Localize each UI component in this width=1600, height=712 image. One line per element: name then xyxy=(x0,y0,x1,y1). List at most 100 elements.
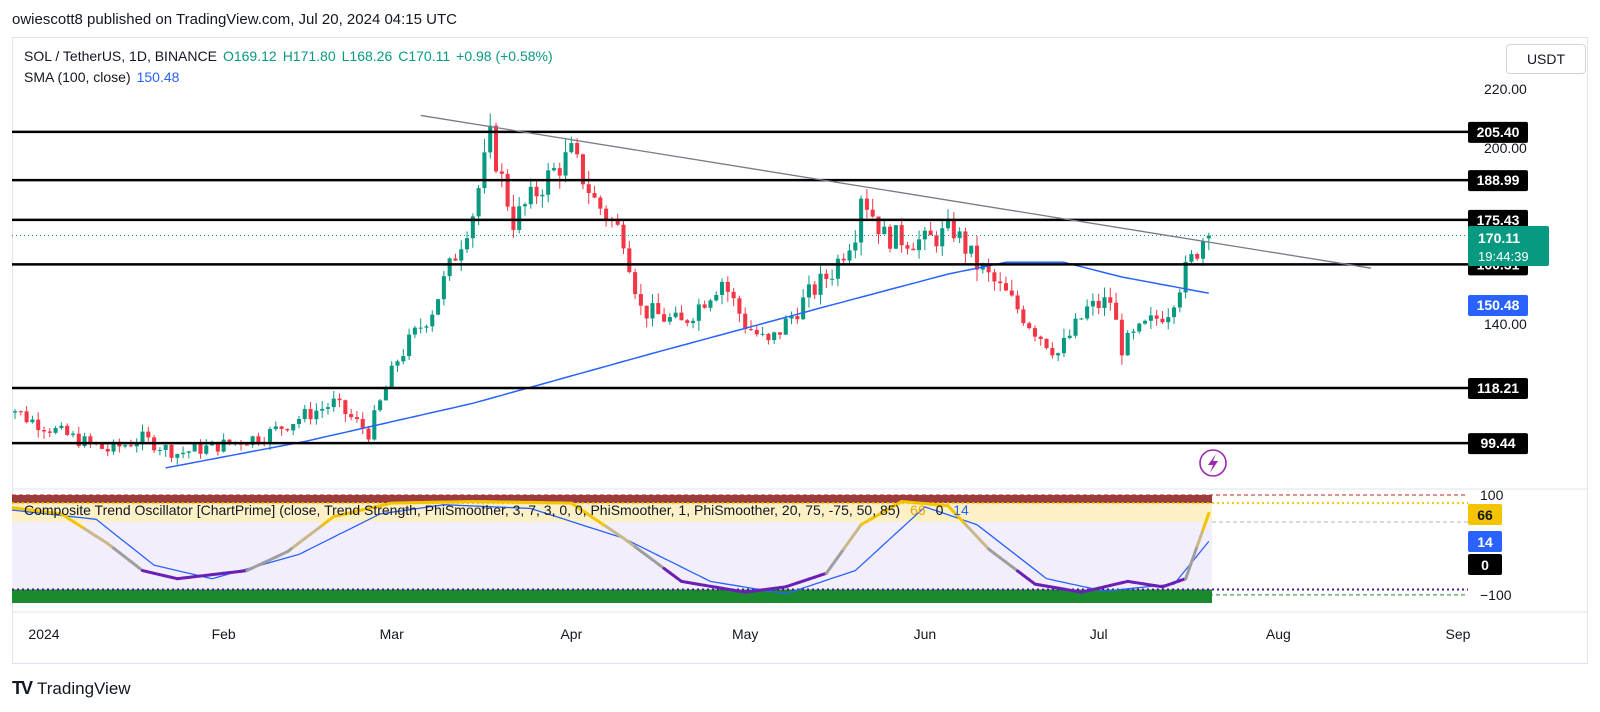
candle-body xyxy=(517,206,522,230)
candle-body xyxy=(719,281,725,295)
candle-body xyxy=(801,297,806,320)
candle-body xyxy=(696,304,701,321)
candle-body xyxy=(575,143,580,155)
oscillator-label[interactable]: Composite Trend Oscillator [ChartPrime] … xyxy=(24,502,901,518)
candle-body xyxy=(302,409,307,419)
candle-body xyxy=(430,314,435,327)
candle-body xyxy=(1119,319,1124,356)
level-175-label: 175.43 xyxy=(1477,212,1520,228)
candle-body xyxy=(7,406,11,413)
candle-body xyxy=(673,312,678,318)
oscillator-legend: Composite Trend Oscillator [ChartPrime] … xyxy=(24,502,969,518)
candle-body xyxy=(82,436,87,447)
candle-body xyxy=(604,208,609,220)
currency-selector[interactable]: USDT xyxy=(1506,44,1586,74)
candle-body xyxy=(853,242,858,251)
candle-body xyxy=(88,436,93,443)
candle-body xyxy=(1131,331,1136,333)
candle-body xyxy=(598,197,603,209)
candle-body xyxy=(1183,261,1188,293)
candle-body xyxy=(957,231,962,239)
time-tick-label: Sep xyxy=(1446,626,1471,642)
candle-body xyxy=(812,284,817,295)
candle-body xyxy=(638,294,643,306)
candle-body xyxy=(482,152,487,189)
sma-value: 150.48 xyxy=(136,69,180,85)
candle-body xyxy=(708,300,713,308)
candle-body xyxy=(1137,323,1142,332)
candle-body xyxy=(140,431,145,444)
candle-body xyxy=(627,248,632,273)
candle-body xyxy=(534,186,539,197)
candle-body xyxy=(662,314,667,322)
candle-body xyxy=(1015,295,1020,310)
candle-body xyxy=(163,444,168,451)
candle-body xyxy=(1125,332,1130,356)
candle-body xyxy=(198,444,203,454)
candle-body xyxy=(922,230,927,240)
osc-fast-segment xyxy=(1195,528,1205,548)
candle-body xyxy=(70,433,76,435)
candle-body xyxy=(441,276,446,300)
time-tick-label: Aug xyxy=(1266,626,1291,642)
candle-body xyxy=(1073,318,1078,336)
lightning-bolt-icon xyxy=(1208,454,1218,473)
candle-body xyxy=(940,228,945,247)
candle-body xyxy=(436,299,441,315)
candle-body xyxy=(279,426,284,429)
candle-body xyxy=(621,224,626,249)
price-tick-label: 200.00 xyxy=(1484,140,1527,156)
candle-body xyxy=(418,327,423,329)
last-price-label: 170.11 xyxy=(1478,230,1520,246)
symbol-label[interactable]: SOL / TetherUS, 1D, BINANCE xyxy=(24,48,217,64)
level-99-label: 99.44 xyxy=(1480,435,1515,451)
candle-body xyxy=(928,230,933,236)
level-175-badge xyxy=(1468,209,1528,231)
candle-body xyxy=(221,439,226,452)
candle-body xyxy=(1143,320,1148,324)
time-tick-label: Feb xyxy=(212,626,236,642)
candle-body xyxy=(882,226,887,235)
candle-body xyxy=(331,398,336,408)
candle-body xyxy=(18,411,23,413)
last-price-block xyxy=(1468,226,1549,266)
time-tick-label: Jun xyxy=(914,626,937,642)
candle-body xyxy=(1038,336,1043,339)
candle-body xyxy=(1021,309,1026,324)
candle-body xyxy=(1160,318,1165,323)
candle-body xyxy=(36,419,41,431)
candle-body xyxy=(650,303,655,319)
candle-body xyxy=(1085,306,1090,319)
time-tick-label: May xyxy=(732,626,758,642)
candle-body xyxy=(285,428,290,431)
candle-body xyxy=(998,281,1003,284)
candle-body xyxy=(743,313,748,330)
candle-body xyxy=(974,245,980,270)
candle-body xyxy=(656,303,661,315)
candle-body xyxy=(986,265,991,273)
candle-body xyxy=(1096,300,1101,309)
candle-body xyxy=(789,316,794,319)
candle-body xyxy=(725,281,730,292)
candle-body xyxy=(644,305,649,319)
candle-body xyxy=(366,428,371,440)
candle-body xyxy=(308,409,313,420)
candle-body xyxy=(65,425,70,435)
level-189-badge xyxy=(1468,170,1528,192)
candle-body xyxy=(1050,347,1055,356)
candle-body xyxy=(378,400,383,411)
candle-body xyxy=(470,216,475,239)
candle-body xyxy=(946,220,951,229)
candle-body xyxy=(215,441,220,452)
sma-label[interactable]: SMA (100, close) xyxy=(24,69,131,85)
candle-body xyxy=(30,419,35,423)
candle-body xyxy=(1102,297,1107,309)
candle-body xyxy=(296,418,302,425)
high-value: H171.80 xyxy=(282,48,336,64)
candle-body xyxy=(1056,353,1061,356)
tradingview-brand[interactable]: TV TradingView xyxy=(12,678,131,699)
oscillator-value-b: 0 xyxy=(935,502,944,518)
osc-fast-segment xyxy=(842,539,852,551)
osc-fast-segment xyxy=(1184,560,1193,581)
